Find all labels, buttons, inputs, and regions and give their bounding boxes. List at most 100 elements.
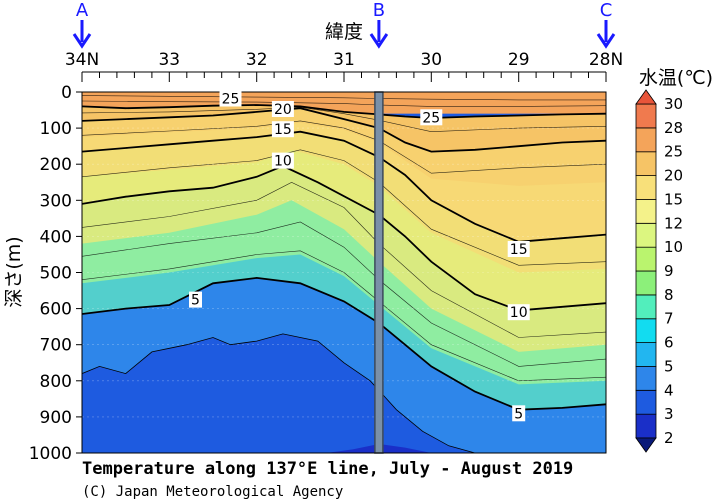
marker-arrow-head: [596, 33, 616, 49]
depth-tick-label: 100: [40, 119, 72, 139]
colorbar-level-label: 28: [664, 119, 683, 137]
contour-label-bg: [189, 291, 202, 308]
marker-letter: A: [76, 0, 89, 21]
contour-label-text: 15: [510, 242, 528, 258]
section-marker: C: [596, 0, 616, 49]
contour-label-text: 10: [274, 154, 292, 170]
contour-label-text: 10: [510, 305, 528, 321]
colorbar-swatch: [635, 389, 657, 415]
depth-tick-label: 800: [40, 372, 72, 392]
isotherm-5: [82, 276, 606, 411]
colorbar-level-label: 12: [664, 214, 683, 232]
contour-label: 15: [507, 241, 530, 258]
colorbar-level-label: 5: [664, 357, 674, 375]
contour-label: 5: [512, 405, 526, 422]
colorbar-level-label: 10: [664, 238, 683, 256]
contour-label-text: 25: [222, 92, 240, 108]
colorbar-level-label: 15: [664, 190, 683, 208]
isotherm-25: [82, 104, 606, 119]
depth-tick-label: 300: [40, 191, 72, 211]
latitude-tick-label: 32: [246, 50, 268, 70]
colorbar-low-triangle: [635, 437, 657, 453]
latitude-tick-label: 30: [420, 50, 442, 70]
colorbar-swatch: [635, 342, 657, 367]
colorbar-swatch: [635, 413, 657, 439]
contour-label-text: 5: [514, 406, 523, 422]
section-break-bar: [374, 91, 384, 454]
contour-label: 5: [189, 291, 202, 309]
latitude-tick-label: 31: [333, 50, 355, 70]
depth-tick-label: 900: [40, 408, 72, 428]
thin-isotherms: [82, 95, 606, 418]
colorbar-level-label: 30: [664, 95, 683, 113]
colorbar-swatch: [635, 151, 657, 176]
colorbar-level-label: 6: [664, 334, 674, 352]
colorbar-level-label: 9: [664, 262, 674, 280]
contour-label-bg: [507, 241, 530, 257]
thin-isotherm-line: [82, 181, 606, 338]
colorbar-level-label: 3: [664, 405, 674, 423]
depth-axis: 0 100 200 300 400 500 600 700 800 900 1000: [29, 83, 82, 464]
depth-tick-label: 600: [40, 300, 72, 320]
colorbar-level-label: 2: [664, 429, 674, 447]
colorbar-swatch: [635, 365, 657, 391]
contour-label-bg: [512, 405, 526, 422]
colorbar-level-label: 8: [664, 286, 674, 304]
contour-labels: 25 20 15 10 5 25 15 10 5: [189, 90, 530, 422]
colorbar-swatch: [635, 246, 657, 272]
colorbar-swatch: [635, 175, 657, 200]
colorbar: 水温(℃) 2 3 4 5 6 7 8 9 10 12 15 20 25 28 30: [635, 67, 713, 453]
latitude-tick-label: 33: [158, 50, 180, 70]
marker-letter: C: [600, 0, 613, 21]
marker-arrow-head: [369, 33, 389, 49]
contour-label: 15: [271, 121, 294, 138]
colorbar-high-triangle: [635, 89, 657, 105]
colorbar-level-label: 25: [664, 143, 683, 161]
contour-label: 25: [219, 90, 242, 108]
colorbar-level-label: 4: [664, 381, 674, 399]
latitude-tick-label: 28N: [589, 50, 623, 70]
thin-isotherm-line: [82, 100, 606, 107]
depth-tick-label: 0: [61, 83, 72, 103]
depth-tick-label: 400: [40, 227, 72, 247]
contour-label: 25: [420, 109, 443, 126]
colorbar-title: 水温(℃): [639, 67, 713, 89]
contour-label-bg: [219, 90, 242, 107]
contour-label-bg: [507, 304, 530, 321]
colorbar-swatch: [635, 318, 657, 344]
latitude-axis: 34N 33 32 31 30 29 28N: [65, 50, 623, 82]
thin-isotherm-line: [82, 221, 606, 367]
marker-arrow-head: [72, 33, 92, 49]
marker-letter: B: [373, 0, 385, 21]
thin-isotherm-line: [82, 250, 606, 382]
colorbar-swatch: [635, 270, 657, 296]
depth-tick-label: 700: [40, 336, 72, 356]
contour-label: 20: [271, 101, 294, 118]
colorbar-swatch: [635, 294, 657, 320]
contour-label-text: 15: [274, 122, 292, 138]
colorbar-level-label: 7: [664, 310, 674, 328]
thin-isotherm-line: [82, 95, 606, 101]
section-markers: A B C: [72, 0, 616, 49]
section-marker: B: [369, 0, 389, 49]
isotherm-15: [82, 130, 606, 243]
chart-title: Temperature along 137°E line, July - Aug…: [82, 459, 573, 479]
colorbar-swatch: [635, 222, 657, 248]
thin-isotherm-line: [82, 120, 606, 174]
contour-label-bg: [271, 121, 294, 138]
colorbar-swatch: [635, 103, 657, 129]
colorbar-level-label: 20: [664, 167, 683, 185]
contour-label: 10: [507, 304, 530, 321]
y-axis-title: 深さ(m): [3, 236, 25, 307]
colorbar-swatch: [635, 127, 657, 153]
thin-isotherm-line: [82, 149, 606, 266]
isotherm-20: [82, 107, 606, 153]
plot-area: [82, 92, 606, 453]
depth-tick-label: 1000: [29, 444, 72, 464]
contour-label-text: 20: [274, 102, 292, 118]
contour-label-bg: [420, 109, 443, 126]
x-axis-title: 緯度: [325, 21, 363, 43]
chart-credit: (C) Japan Meteorological Agency: [82, 484, 343, 500]
depth-tick-label: 200: [40, 155, 72, 175]
